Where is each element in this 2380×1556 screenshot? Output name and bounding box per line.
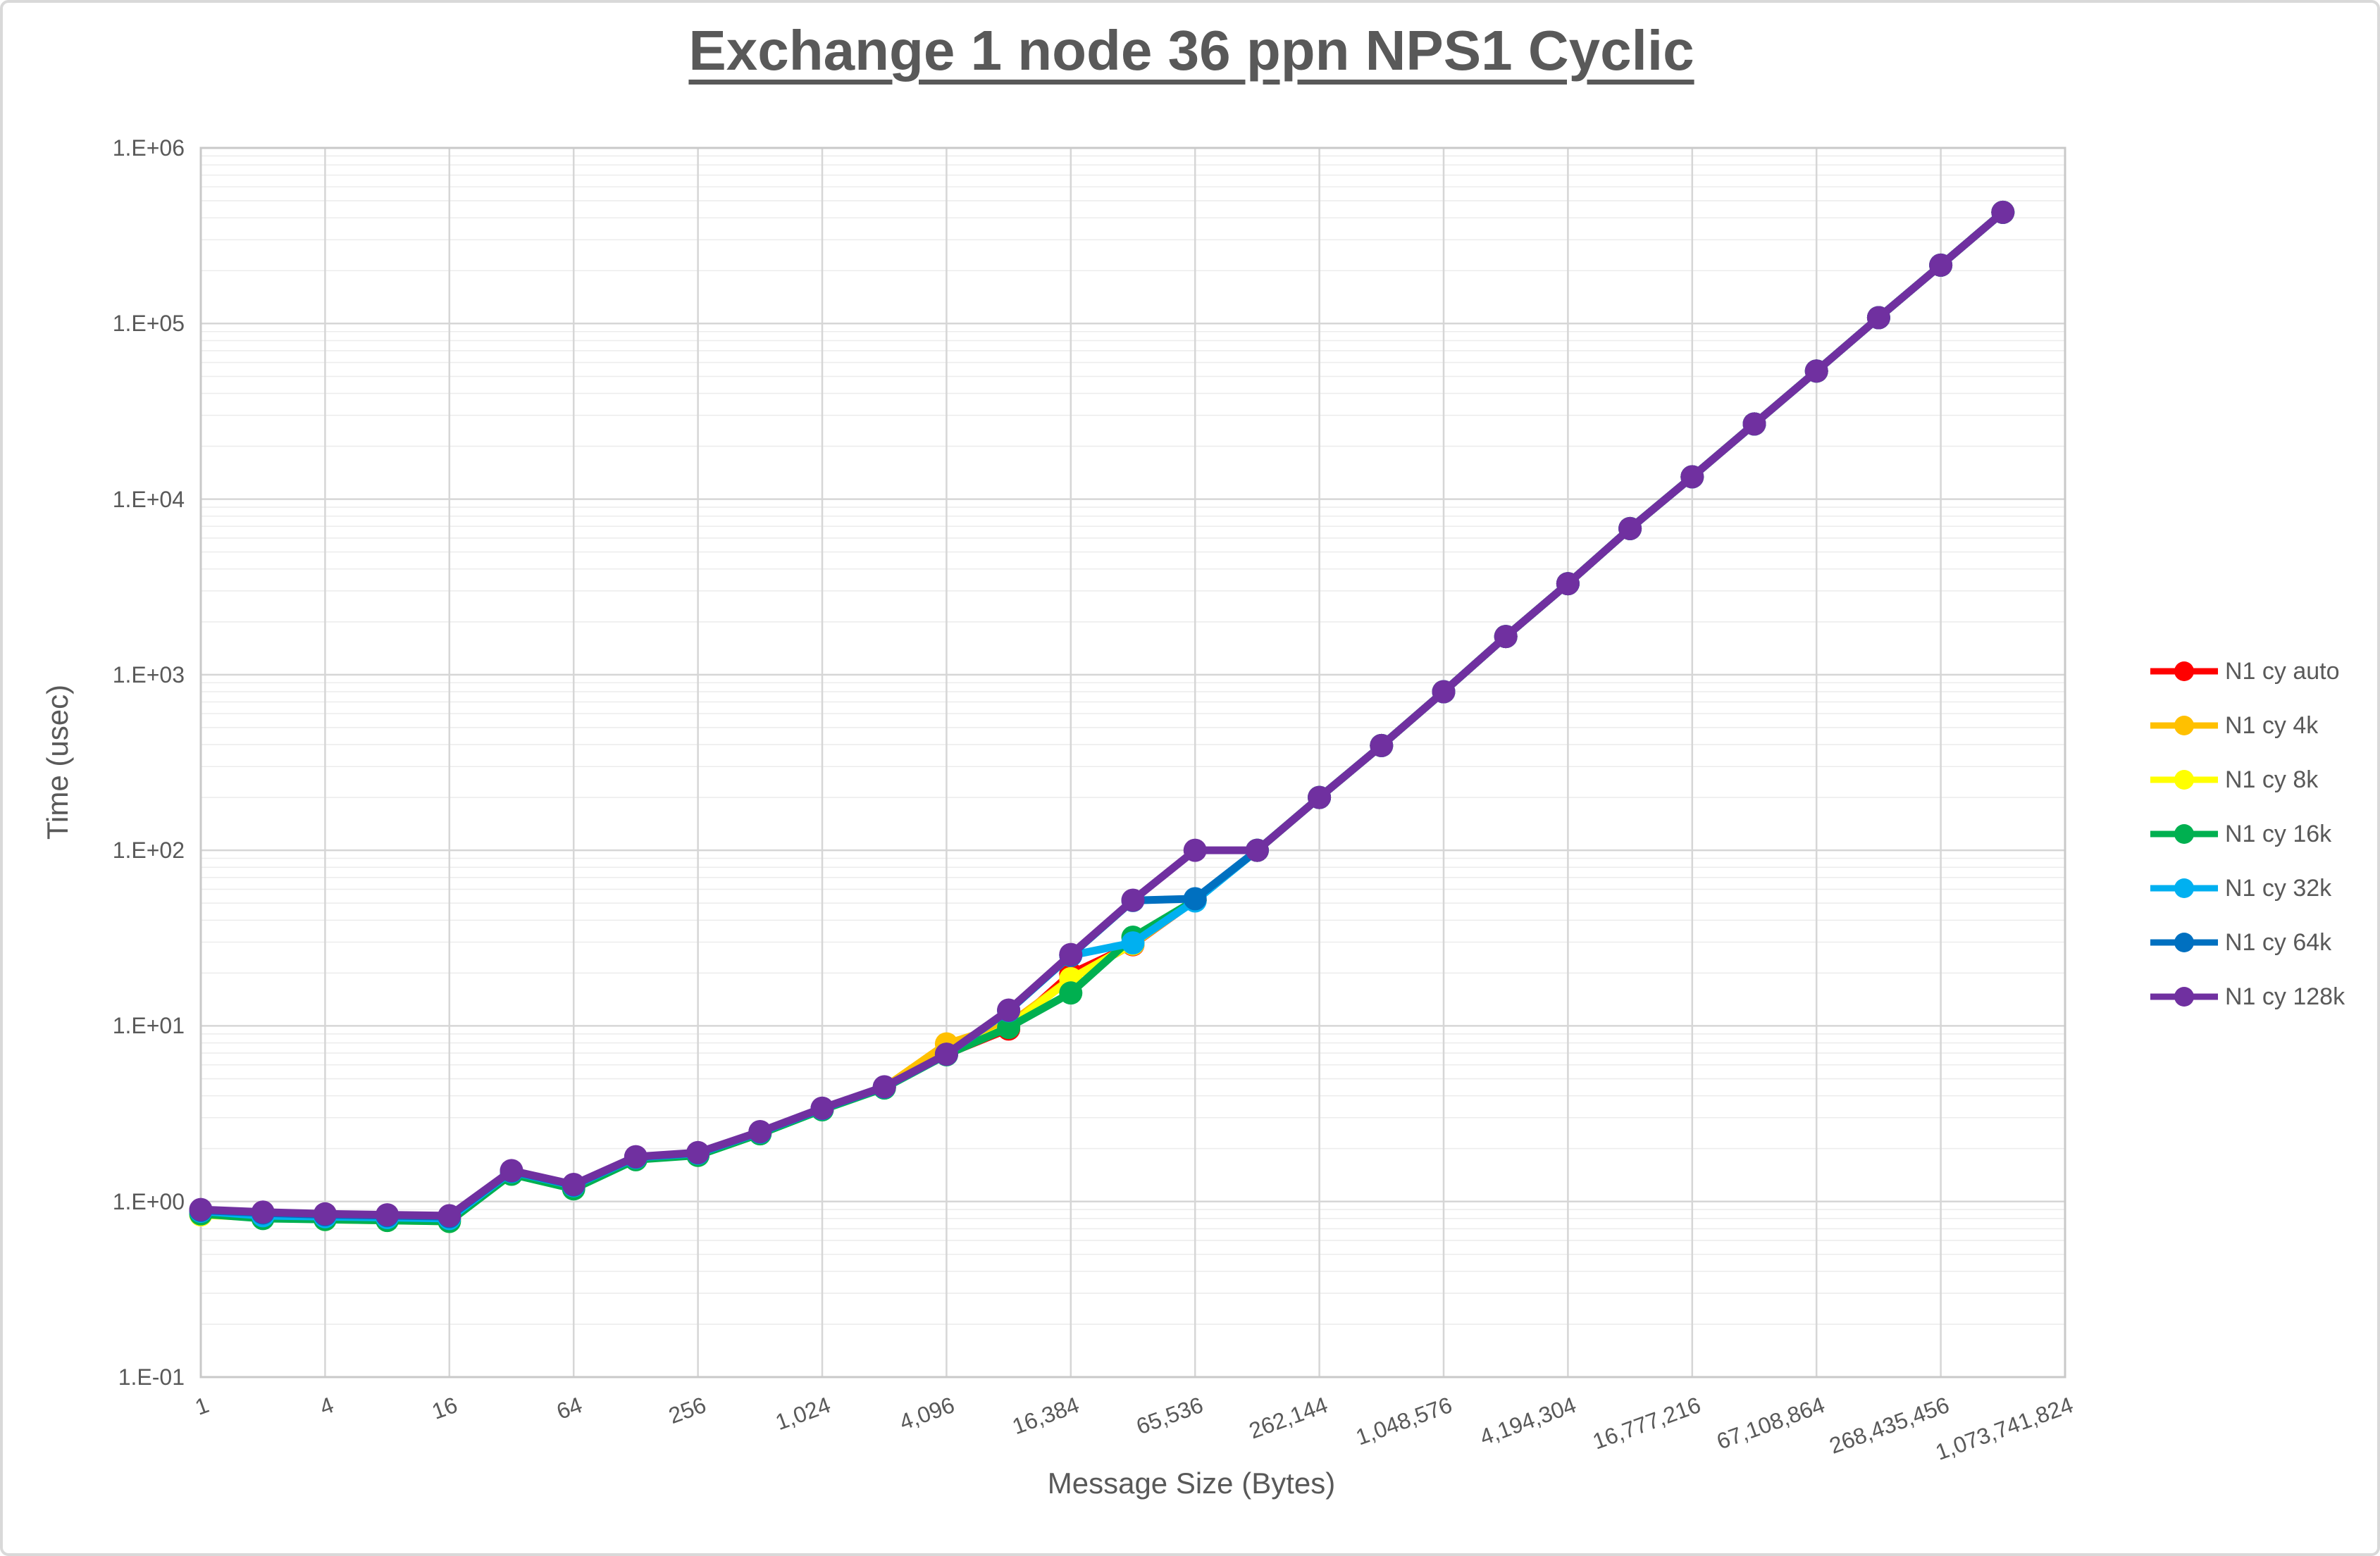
data-point-N1 cy 128k [686, 1140, 710, 1164]
data-point-N1 cy 128k [1121, 888, 1145, 912]
data-point-N1 cy 128k [1183, 838, 1207, 862]
data-point-N1 cy 128k [1618, 516, 1642, 540]
y-tick-label: 1.E+06 [112, 135, 185, 161]
data-point-N1 cy 128k [189, 1197, 213, 1221]
legend-line-marker-icon [2150, 878, 2218, 898]
series-line-N1 cy 32k [197, 208, 2007, 1223]
data-point-N1 cy 128k [1804, 359, 1828, 383]
data-point-N1 cy 128k [872, 1075, 896, 1099]
data-point-N1 cy 128k [1059, 942, 1083, 966]
legend-label: N1 cy 4k [2225, 711, 2319, 739]
legend-line-marker-icon [2150, 770, 2218, 790]
data-point-N1 cy 128k [1432, 680, 1456, 704]
data-point-N1 cy 64k [1183, 887, 1207, 911]
data-point-N1 cy 128k [624, 1145, 647, 1169]
legend-line-marker-icon [2150, 933, 2218, 952]
data-point-N1 cy 128k [748, 1120, 772, 1144]
series-line-N1 cy 4k [197, 208, 2007, 1224]
plot-area [189, 147, 2066, 1378]
data-point-N1 cy 128k [810, 1096, 834, 1120]
legend-item: N1 cy 128k [2149, 981, 2345, 1012]
y-tick-label: 1.E+01 [112, 1013, 185, 1039]
legend-item: N1 cy auto [2149, 656, 2340, 687]
legend: N1 cy auto N1 cy 4k N1 cy 8k N1 cy 16k N1 cy… [2145, 3, 2377, 1553]
data-point-N1 cy 128k [934, 1042, 958, 1066]
legend-label: N1 cy 32k [2225, 874, 2332, 902]
series-line-N1 cy auto [197, 208, 2007, 1223]
legend-item: N1 cy 32k [2149, 873, 2331, 904]
legend-label: N1 cy 64k [2225, 928, 2332, 956]
data-point-N1 cy 128k [1866, 306, 1890, 330]
data-point-N1 cy 16k [997, 1016, 1021, 1040]
legend-line-marker-icon [2150, 824, 2218, 844]
y-tick-label: 1.E+05 [112, 311, 185, 337]
y-tick-label: 1.E+04 [112, 486, 185, 512]
y-tick-label: 1.E+03 [112, 661, 185, 687]
data-point-N1 cy 128k [313, 1202, 337, 1226]
series-line-N1 cy 128k [197, 208, 2007, 1220]
data-point-N1 cy 128k [500, 1159, 523, 1183]
y-tick-label: 1.E+00 [112, 1188, 185, 1214]
y-tick-label: 1.E+02 [112, 838, 185, 864]
plot-border [199, 147, 2066, 1378]
data-point-N1 cy 128k [1742, 412, 1766, 436]
data-point-N1 cy 32k [1121, 931, 1145, 955]
legend-item: N1 cy 16k [2149, 819, 2331, 849]
data-point-N1 cy 16k [1059, 981, 1083, 1005]
data-point-N1 cy 128k [438, 1204, 461, 1228]
legend-label: N1 cy 8k [2225, 766, 2319, 793]
legend-item: N1 cy 8k [2149, 764, 2318, 795]
legend-label: N1 cy auto [2225, 657, 2340, 685]
legend-line-marker-icon [2150, 716, 2218, 735]
data-point-N1 cy 128k [1308, 785, 1332, 809]
series-line-N1 cy 8k [197, 208, 2007, 1226]
data-point-N1 cy 128k [1680, 465, 1704, 489]
legend-line-marker-icon [2150, 987, 2218, 1007]
data-point-N1 cy 128k [1494, 625, 1518, 649]
data-point-N1 cy 128k [1929, 253, 1953, 277]
legend-item: N1 cy 64k [2149, 927, 2331, 958]
legend-label: N1 cy 128k [2225, 983, 2345, 1010]
data-point-N1 cy 128k [1991, 200, 2015, 224]
x-axis-title: Message Size (Bytes) [1047, 1467, 1336, 1500]
data-point-N1 cy 128k [376, 1203, 399, 1227]
data-point-N1 cy 128k [251, 1200, 275, 1224]
legend-label: N1 cy 16k [2225, 820, 2332, 847]
data-point-N1 cy 128k [562, 1173, 585, 1197]
series-line-N1 cy 16k [197, 208, 2007, 1226]
data-point-N1 cy 128k [997, 998, 1021, 1022]
y-tick-label: 1.E-01 [118, 1364, 185, 1390]
data-point-N1 cy 128k [1370, 733, 1394, 757]
chart-title: Exchange 1 node 36 ppn NPS1 Cyclic [688, 19, 1694, 82]
data-point-N1 cy 128k [1556, 572, 1580, 596]
data-point-N1 cy 128k [1245, 838, 1269, 862]
legend-line-marker-icon [2150, 661, 2218, 681]
legend-item: N1 cy 4k [2149, 710, 2318, 741]
